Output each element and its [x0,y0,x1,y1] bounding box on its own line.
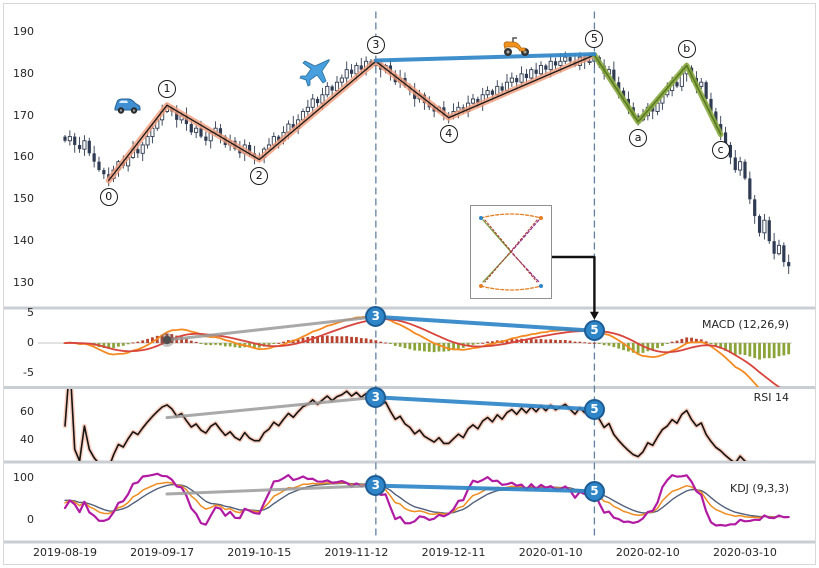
rsi-axis-tick: 40 [20,433,34,446]
wave-label-2: 2 [250,166,269,185]
rsi-marker-3: 3 [365,386,387,408]
kdj-marker-3: 3 [365,475,387,497]
price-axis-tick: 160 [13,150,34,164]
price-axis-tick: 130 [13,275,34,289]
macd-axis-tick: 0 [27,336,34,349]
date-axis-tick: 2020-03-10 [713,546,777,559]
price-axis-tick: 190 [13,25,34,38]
wave-label-5: 5 [585,30,604,48]
date-axis-tick: 2020-02-10 [615,546,680,559]
price-axis-tick: 170 [13,108,34,122]
price-axis-tick: 150 [13,192,34,206]
macd-marker-5: 5 [583,320,605,342]
wave-label-c: c [711,141,730,160]
wave-label-3: 3 [366,36,385,55]
scooter-icon [503,37,529,56]
price-axis-tick: 180 [13,66,34,80]
rsi-axis-tick: 60 [20,405,34,418]
date-axis-tick: 2020-01-10 [518,546,583,559]
date-axis-tick: 2019-11-12 [324,546,389,559]
date-axis-tick: 2019-08-19 [33,546,97,559]
wave-label-4: 4 [439,124,458,143]
wave-label-0: 0 [99,187,118,206]
macd-panel-title: MACD (12,26,9) [701,318,789,331]
kdj-axis-tick: 0 [27,513,34,526]
kdj-panel-title: KDJ (9,3,3) [730,482,789,495]
car-icon [114,98,141,114]
kdj-axis-tick: 100 [13,471,34,484]
macd-axis-tick: 5 [27,306,34,319]
macd-marker-3: 3 [365,306,387,328]
kdj-marker-5: 5 [583,480,605,502]
wave-label-b: b [677,40,696,59]
price-axis-tick: 140 [13,234,34,248]
date-axis-tick: 2019-09-17 [130,546,195,559]
pattern-inset-thumbnail [470,205,552,299]
wave-label-1: 1 [157,80,176,99]
macd-axis-tick: -5 [23,366,34,379]
rsi-marker-5: 5 [583,398,605,420]
rsi-panel-title: RSI 14 [753,391,789,404]
wave-label-a: a [629,128,648,147]
date-axis-tick: 2019-12-11 [421,546,486,559]
airplane-icon [299,59,330,87]
date-axis-tick: 2019-10-15 [227,546,292,559]
